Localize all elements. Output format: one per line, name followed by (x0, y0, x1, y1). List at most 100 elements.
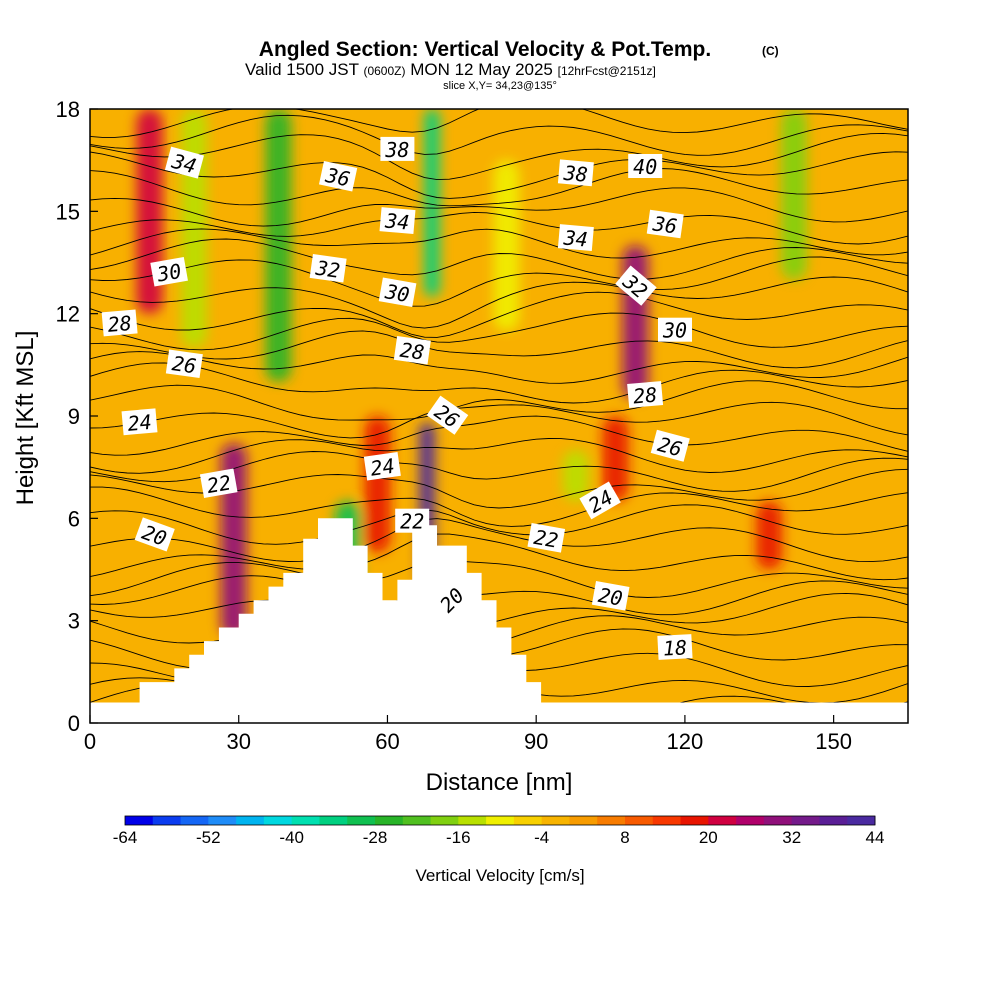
velocity-feature-13 (562, 450, 589, 502)
colorbar-swatch (208, 816, 237, 825)
x-tick-label: 150 (815, 729, 852, 754)
contour-label-box (426, 395, 469, 435)
colorbar-swatch (458, 816, 487, 825)
isentrope-line (90, 533, 908, 581)
isentrope-line (90, 401, 908, 439)
terrain (90, 518, 908, 723)
colorbar-tick-label: -4 (534, 828, 549, 847)
contour-label-box (121, 408, 158, 436)
colorbar-swatch (597, 816, 626, 825)
colorbar-swatch (708, 816, 737, 825)
velocity-feature-11 (780, 109, 807, 280)
contour-label-box (658, 317, 692, 342)
contour-label-text: 40 (633, 155, 657, 179)
isentrope-line (90, 276, 908, 329)
contour-label-box (164, 146, 204, 179)
contour-label-box (165, 349, 203, 379)
isentrope-line (90, 592, 908, 626)
contour-label-box (199, 468, 238, 498)
contour-label-24: 24 (363, 451, 401, 481)
colorbar-title: Vertical Velocity [cm/s] (415, 866, 584, 885)
y-tick-label: 15 (56, 199, 80, 224)
contour-label-text: 28 (632, 382, 658, 408)
contour-label-box (379, 207, 416, 235)
colorbar-swatch (125, 816, 154, 825)
contour-label-text: 30 (154, 259, 183, 287)
isentrope-line (90, 504, 908, 545)
contour-label-box (657, 634, 693, 660)
isentrope-line (90, 211, 908, 245)
colorbar: -64 -52 -40 -28 -16 -4 8 20 32 44 (113, 815, 885, 847)
contour-label-40: 40 (628, 154, 663, 179)
contour-label-text: 36 (651, 211, 679, 238)
isentrope-line (90, 114, 908, 156)
isentrope-line (90, 109, 908, 138)
colorbar-tick-label: -16 (446, 828, 471, 847)
velocity-feature-10 (622, 245, 649, 399)
velocity-feature-12 (756, 501, 783, 570)
contour-label-text: 24 (127, 410, 153, 436)
contour-label-28: 28 (627, 381, 664, 409)
colorbar-swatch (347, 816, 376, 825)
colorbar-tick-label: -40 (279, 828, 304, 847)
contour-label-box (591, 581, 630, 611)
contour-label-22: 22 (199, 468, 238, 498)
contour-label-box (627, 381, 664, 408)
contour-label-box (430, 578, 472, 620)
y-axis: 0 3 6 9 12 15 18 (56, 97, 98, 736)
colorbar-swatch (680, 816, 709, 825)
contour-label-36: 36 (646, 209, 684, 239)
y-tick-label: 0 (68, 711, 80, 736)
isentrope-line (90, 438, 908, 474)
isentrope-line (90, 351, 908, 384)
colorbar-swatch (263, 816, 293, 825)
contour-label-text: 34 (562, 226, 589, 252)
contour-label-text: 38 (384, 138, 409, 162)
contour-label-box (101, 309, 138, 337)
title-unit: (C) (762, 44, 779, 58)
colorbar-tick-label: 44 (866, 828, 885, 847)
colorbar-swatch (791, 816, 820, 825)
contour-label-box (363, 451, 401, 481)
contour-label-box (628, 154, 663, 178)
contour-label-34: 34 (379, 207, 416, 235)
contour-label-text: 22 (205, 470, 233, 498)
contour-label-22: 22 (527, 523, 566, 553)
contour-label-box (615, 265, 657, 306)
colorbar-swatch (763, 816, 793, 825)
colorbar-tick-label: -52 (196, 828, 221, 847)
colorbar-swatch (736, 816, 765, 825)
y-axis-label: Height [Kft MSL] (12, 331, 39, 506)
colorbar-tick-label: 32 (782, 828, 801, 847)
isentrope-line (90, 415, 908, 456)
contour-label-text: 30 (382, 279, 411, 307)
contour-label-box (134, 517, 175, 552)
colorbar-swatch (236, 816, 265, 825)
contour-label-text: 28 (399, 338, 426, 365)
contour-label-text: 38 (562, 161, 589, 187)
y-tick-label: 3 (68, 609, 80, 634)
contour-label-30: 30 (658, 317, 692, 343)
colorbar-swatch (375, 816, 404, 825)
contour-label-box (646, 209, 684, 239)
contour-label-box (318, 160, 358, 192)
isentrope-line (90, 238, 908, 280)
contour-label-text: 22 (400, 510, 424, 534)
contour-label-36: 36 (318, 160, 358, 192)
contour-label-box (557, 159, 594, 187)
contour-label-text: 20 (597, 583, 625, 611)
colorbar-swatch (652, 816, 682, 825)
colorbar-swatch (291, 816, 320, 825)
y-tick-label: 18 (56, 97, 80, 122)
colorbar-swatch (402, 816, 432, 825)
contour-label-18: 18 (657, 634, 693, 661)
isentrope-line (90, 132, 908, 181)
contour-label-text: 18 (662, 635, 687, 660)
isentrope-line (90, 312, 908, 351)
colorbar-swatch (513, 816, 543, 825)
y-tick-label: 9 (68, 404, 80, 429)
isentrope-line (90, 486, 908, 527)
isentrope-line (90, 518, 908, 563)
x-axis: 0 30 60 90 120 150 (84, 715, 852, 754)
